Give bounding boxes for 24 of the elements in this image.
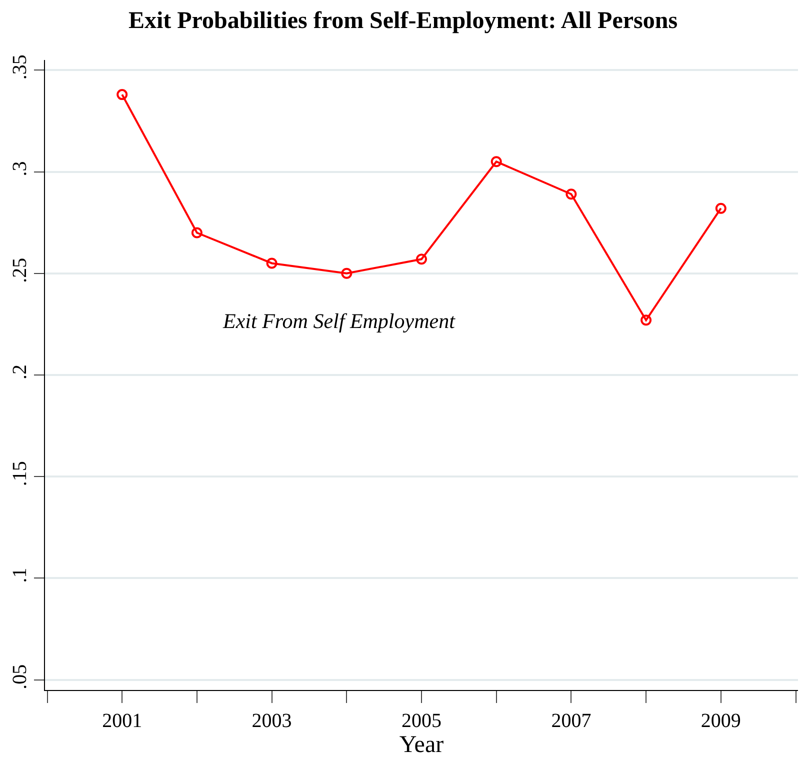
y-tick-label: .05	[8, 664, 31, 690]
x-tick-label: 2007	[551, 710, 592, 732]
point	[490, 156, 502, 168]
x-axis-title: Year	[399, 732, 444, 758]
x-tick-label: 2001	[102, 710, 142, 732]
y-tick-label: .3	[8, 161, 31, 176]
chart-title: Exit Probabilities from Self-Employment: All Persons	[128, 8, 678, 34]
x-tick-label: 2005	[402, 710, 442, 732]
y-tick-label: .25	[8, 258, 31, 283]
point	[640, 314, 652, 326]
x-tick-label: 2003	[252, 710, 292, 732]
point	[341, 268, 352, 279]
point	[416, 254, 427, 265]
point	[266, 258, 278, 269]
point	[116, 89, 128, 100]
y-tick-label: .2	[8, 364, 31, 380]
y-tick-label: .15	[8, 461, 31, 486]
text: Exit From Self Employment	[222, 309, 456, 333]
point	[191, 227, 202, 238]
y-tick-label: .35	[8, 54, 31, 80]
point	[715, 202, 726, 214]
x-tick-label: 2009	[700, 710, 741, 732]
y-tick-label: .1	[8, 568, 31, 583]
point	[566, 188, 577, 200]
